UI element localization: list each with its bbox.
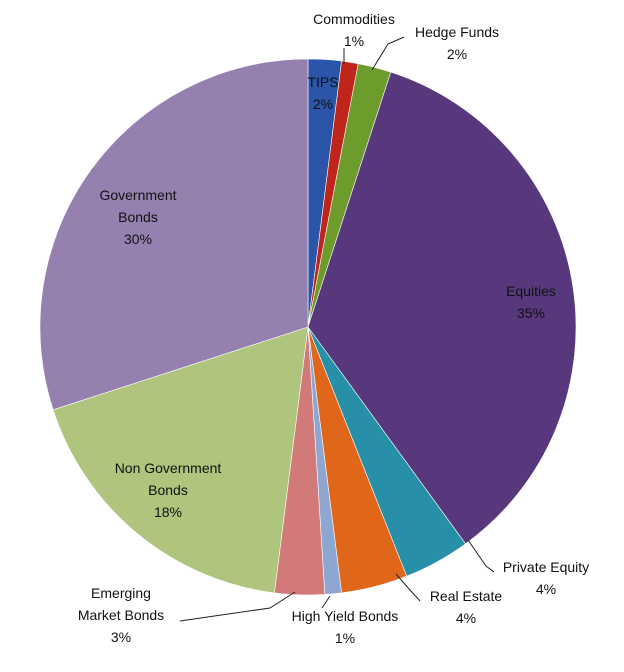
data-label-private-equity: Private Equity 4% [503,559,589,597]
data-label-commodities: Commodities 1% [313,11,395,49]
pie-slice-equities [307,71,577,545]
data-label-equities: Equities 35% [506,283,556,321]
data-label-high-yield-bonds: High Yield Bonds 1% [292,608,399,646]
data-label-real-estate: Real Estate 4% [430,588,503,626]
data-label-emerging-market-bonds: Emerging Market Bonds 3% [78,585,164,645]
data-label-government-bonds: Government Bonds 30% [99,187,176,247]
pie-slices [39,58,577,596]
leader-lines [179,36,495,622]
data-label-tips: TIPS 2% [307,74,338,112]
pie-slice-non-government-bonds [52,326,309,594]
leader-line-emerging-market-bonds [179,591,296,622]
leader-line-private-equity [467,539,495,573]
pie-labels: TIPS 2% Commodities 1% Hedge Funds 2% Equities… [78,11,589,646]
pie-slice-government-bonds [39,58,309,411]
data-label-non-government-bonds: Non Government Bonds 18% [115,460,222,520]
leader-line-hedge-funds [371,36,405,71]
data-label-hedge-funds: Hedge Funds 2% [415,24,499,62]
leader-line-high-yield-bonds [321,595,331,609]
leader-line-real-estate [395,573,421,602]
